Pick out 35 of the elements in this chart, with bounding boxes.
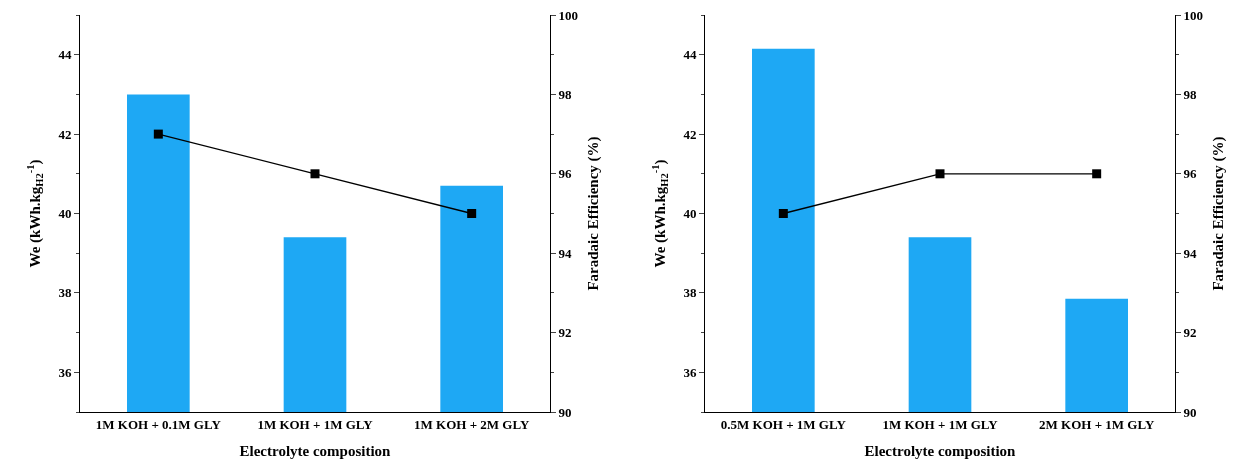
- x-tick-label: 1M KOH + 2M GLY: [414, 416, 530, 432]
- x-tick-label: 2M KOH + 1M GLY: [1039, 416, 1155, 432]
- y2-tick-label: 90: [558, 404, 572, 420]
- y2-tick-label: 100: [1183, 7, 1204, 23]
- y2-tick-label: 90: [1183, 404, 1197, 420]
- x-tick-label: 0.5M KOH + 1M GLY: [720, 416, 847, 432]
- x-axis-title: Electrolyte composition: [864, 442, 1017, 459]
- y2-tick-label: 94: [558, 245, 573, 261]
- x-tick-label: 1M KOH + 0.1M GLY: [95, 416, 222, 432]
- y2-tick-label: 92: [558, 325, 572, 341]
- y-tick-label: 38: [58, 285, 72, 301]
- y-tick-label: 36: [683, 364, 697, 380]
- y-tick-label: 40: [683, 206, 697, 222]
- y-tick-label: 44: [683, 47, 697, 63]
- y2-tick-label: 96: [1183, 166, 1198, 182]
- x-tick-label: 1M KOH + 1M GLY: [257, 416, 374, 432]
- point: [310, 169, 320, 179]
- y-tick-label: 40: [58, 206, 72, 222]
- x-tick-label: 1M KOH + 1M GLY: [882, 416, 999, 432]
- y-tick-label: 42: [683, 126, 697, 142]
- x-axis-title: Electrolyte composition: [239, 442, 392, 459]
- y2-axis-title: Faradaic Efficiency (%): [584, 136, 602, 291]
- y2-axis-title: Faradaic Efficiency (%): [1209, 136, 1227, 291]
- y2-tick-label: 96: [558, 166, 573, 182]
- y-tick-label: 36: [58, 364, 72, 380]
- point: [153, 129, 163, 139]
- y2-tick-label: 92: [1183, 325, 1197, 341]
- y-tick-label: 44: [58, 47, 72, 63]
- y2-tick-label: 98: [1183, 86, 1198, 102]
- y2-tick-label: 98: [558, 86, 573, 102]
- point: [467, 209, 477, 218]
- y-tick-label: 38: [683, 285, 697, 301]
- y2-tick-label: 94: [1183, 245, 1198, 261]
- y2-tick-label: 100: [558, 7, 579, 23]
- y-tick-label: 42: [58, 126, 72, 142]
